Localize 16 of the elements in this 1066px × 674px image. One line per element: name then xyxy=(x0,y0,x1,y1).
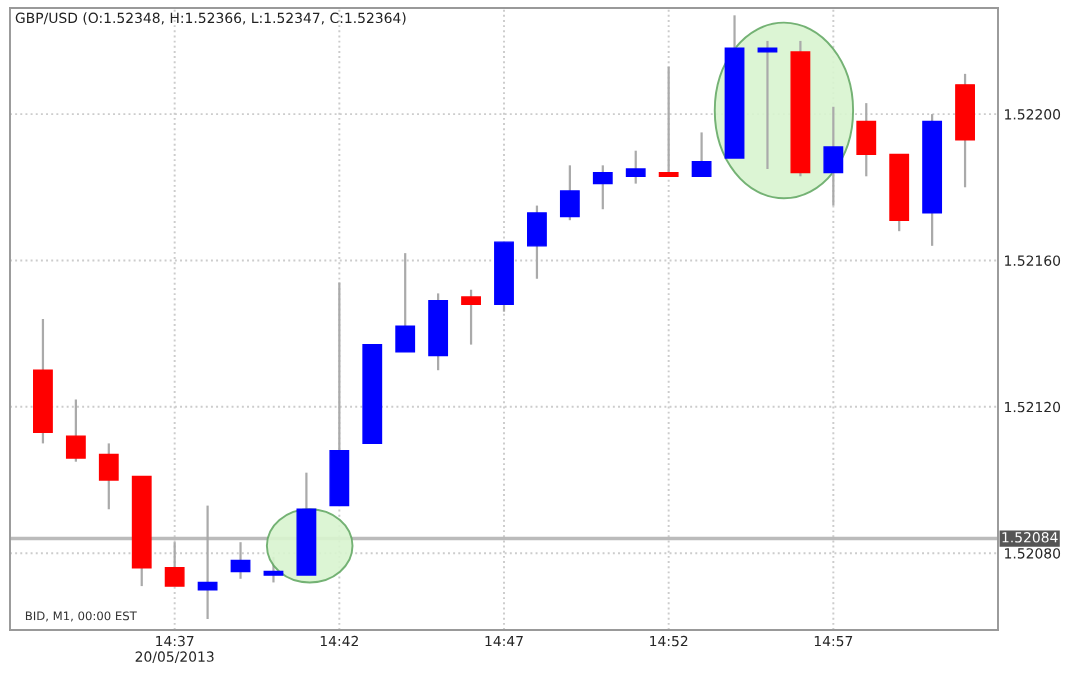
candlestick xyxy=(527,204,547,280)
candlestick xyxy=(658,65,679,178)
candlestick xyxy=(757,39,778,171)
candlestick xyxy=(65,398,86,463)
candlestick xyxy=(164,541,185,588)
candlestick xyxy=(98,442,119,511)
candlestick xyxy=(592,164,613,211)
candlestick xyxy=(691,131,712,178)
candlestick xyxy=(823,105,844,207)
candlestick xyxy=(856,102,877,178)
candlestick xyxy=(559,164,580,222)
candlestick xyxy=(197,504,218,621)
candlestick xyxy=(395,252,416,354)
candlestick xyxy=(461,288,481,346)
candlestick xyxy=(625,149,646,185)
candlestick xyxy=(230,541,251,580)
